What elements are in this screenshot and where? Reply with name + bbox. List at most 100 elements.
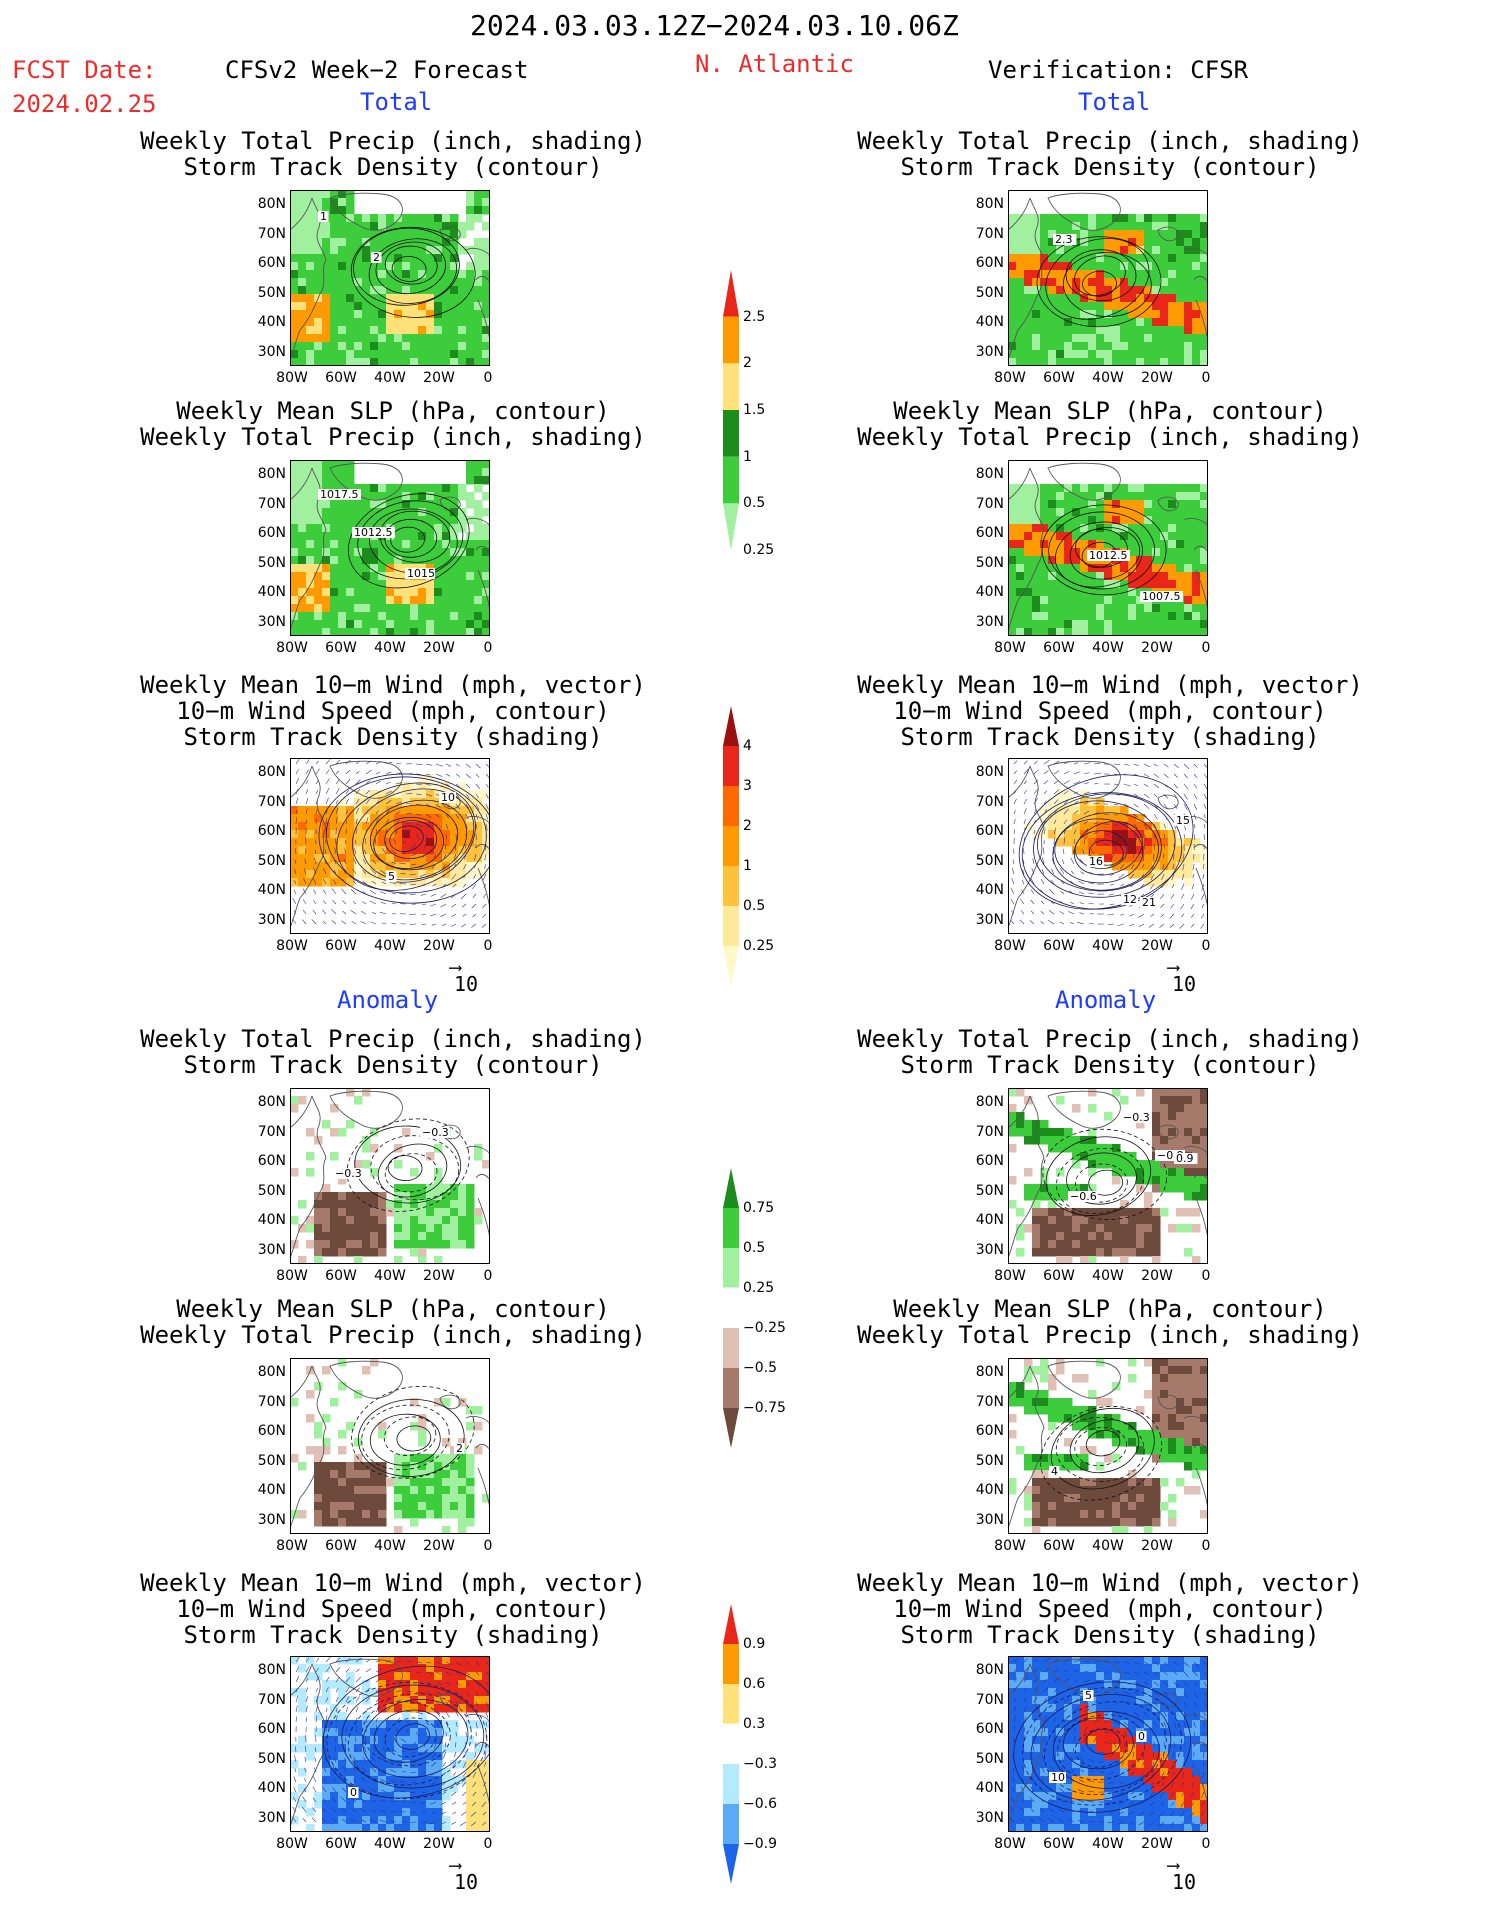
- lat-tick-label: 50N: [257, 284, 286, 301]
- lat-tick-label: 30N: [975, 1511, 1004, 1528]
- panel-title: Weekly Mean SLP (hPa, contour) Weekly Tot…: [810, 1296, 1410, 1348]
- lat-tick-label: 60N: [257, 255, 286, 271]
- panel-title-line: Weekly Mean SLP (hPa, contour): [893, 397, 1327, 425]
- lat-tick-label: 80N: [975, 466, 1004, 482]
- panel-title-line: 10−m Wind Speed (mph, contour): [176, 697, 610, 725]
- colorbar-segment: [723, 906, 739, 946]
- contours: [322, 1665, 490, 1800]
- lat-tick-label: 60N: [257, 823, 286, 839]
- lon-tick-label: 20W: [1141, 1836, 1173, 1852]
- lon-tick-label: 40W: [374, 1836, 406, 1852]
- lat-tick-label: 30N: [975, 613, 1004, 630]
- lat-tick-label: 60N: [975, 525, 1004, 541]
- lat-tick-label: 80N: [257, 1662, 286, 1678]
- panel-title-line: Storm Track Density (shading): [183, 1621, 603, 1649]
- lon-tick-label: 0: [1201, 938, 1211, 954]
- lat-tick-label: 60N: [257, 1721, 286, 1737]
- lon-tick-label: 80W: [994, 938, 1026, 954]
- lon-tick-label: 40W: [1092, 1268, 1124, 1284]
- map-plot: 1012.5 1007.5: [1008, 460, 1208, 636]
- panel-title-line: Weekly Total Precip (inch, shading): [140, 423, 646, 451]
- lat-tick-label: 30N: [975, 911, 1004, 928]
- colorbar-label: −0.9: [743, 1836, 777, 1852]
- wind-vectors: [1010, 759, 1208, 929]
- lon-tick-label: 80W: [276, 1268, 308, 1284]
- lat-tick-label: 70N: [975, 495, 1004, 512]
- contour-label: 0: [350, 1786, 357, 1799]
- lat-tick-label: 80N: [975, 1364, 1004, 1380]
- panel-title-line: Storm Track Density (contour): [900, 153, 1320, 181]
- shading-field: [290, 1358, 490, 1534]
- lon-tick-label: 0: [1201, 1836, 1211, 1852]
- contour-label: 4: [1051, 1465, 1058, 1478]
- panel-title: Weekly Mean 10−m Wind (mph, vector) 10−m …: [93, 672, 693, 750]
- lat-tick-label: 80N: [975, 1662, 1004, 1678]
- contour-label: 21: [1142, 896, 1156, 909]
- colorbar-segment: [723, 456, 739, 504]
- contour-label: 1012.5: [1089, 549, 1128, 562]
- lat-tick-label: 40N: [975, 584, 1004, 600]
- contour-label: 2.3: [1055, 233, 1073, 246]
- lat-tick-label: 70N: [257, 1691, 286, 1708]
- map-plot: 5 0 10: [1008, 1656, 1208, 1832]
- panel-title-line: 10−m Wind Speed (mph, contour): [176, 1595, 610, 1623]
- lat-tick-label: 80N: [257, 764, 286, 780]
- colorbar-label: −0.25: [743, 1320, 786, 1336]
- colorbar-label: 0.5: [743, 898, 766, 914]
- contour-label: 1: [320, 210, 327, 223]
- map-plot: −0.9−0.6−0.30.9: [1008, 1088, 1208, 1264]
- colorbar-label: 2: [743, 355, 752, 372]
- map-plot: 12 15 16 21: [1008, 758, 1208, 934]
- contour-label: 1012.5: [354, 526, 393, 539]
- contours: [347, 493, 470, 589]
- wind-vectors: [1009, 1657, 1208, 1827]
- lat-tick-label: 60N: [975, 823, 1004, 839]
- colorbar-label: 0.3: [743, 1716, 766, 1732]
- coastlines: [290, 1090, 490, 1259]
- colorbar-segment: [722, 1287, 740, 1329]
- vector-reference-value: 10: [454, 1870, 479, 1894]
- map-plot: 2.3: [1008, 190, 1208, 366]
- lon-tick-label: 0: [1201, 370, 1211, 386]
- lon-tick-label: 80W: [276, 1538, 308, 1554]
- vector-reference: ⟶ 10: [450, 1857, 479, 1894]
- lat-tick-label: 70N: [257, 1123, 286, 1140]
- colorbar-precip_anom: [722, 1168, 740, 1448]
- colorbar-label: −0.6: [743, 1796, 777, 1812]
- colorbar-segment: [723, 1804, 739, 1844]
- colorbar-label: −0.5: [743, 1360, 777, 1376]
- colorbar-label: 0.5: [743, 495, 766, 512]
- panel-title: Weekly Mean SLP (hPa, contour) Weekly Tot…: [93, 398, 693, 450]
- lon-tick-label: 60W: [325, 370, 357, 386]
- vector-arrow-icon: ⟶: [1168, 957, 1179, 978]
- section-anomaly-right: Anomaly: [1055, 986, 1157, 1014]
- panel-title-line: Weekly Total Precip (inch, shading): [857, 127, 1363, 155]
- vector-reference: ⟶ 10: [1168, 1857, 1196, 1893]
- colorbar-label: 3: [743, 778, 752, 794]
- lat-tick-label: 40N: [257, 1212, 286, 1228]
- lat-tick-label: 70N: [975, 225, 1004, 242]
- lat-tick-label: 50N: [975, 1750, 1004, 1767]
- contours: [1041, 504, 1167, 596]
- lon-tick-label: 80W: [276, 938, 308, 954]
- verification-title: Verification: CFSR: [988, 56, 1249, 84]
- coastlines: [290, 1360, 490, 1529]
- colorbar-label: 0.75: [743, 1200, 775, 1216]
- lon-tick-label: 40W: [374, 1538, 406, 1554]
- colorbar-segment: [723, 1764, 739, 1804]
- lon-tick-label: 60W: [1043, 938, 1075, 954]
- panel-title-line: Weekly Mean SLP (hPa, contour): [176, 1295, 610, 1323]
- coastlines: [1008, 1658, 1208, 1827]
- lon-tick-label: 40W: [374, 1268, 406, 1284]
- panel-title: Weekly Mean 10−m Wind (mph, vector) 10−m …: [93, 1570, 693, 1648]
- lat-tick-label: 80N: [257, 196, 286, 212]
- lon-tick-label: 80W: [994, 1268, 1026, 1284]
- section-anomaly-left: Anomaly: [337, 986, 439, 1014]
- coastlines: [1008, 1090, 1208, 1259]
- lat-tick-label: 40N: [257, 584, 286, 600]
- lat-tick-label: 50N: [975, 1182, 1004, 1199]
- colorbar-segment: [723, 706, 739, 746]
- colorbar-segment: [723, 1168, 739, 1208]
- lon-tick-label: 40W: [1092, 1538, 1124, 1554]
- panel-title-line: Weekly Mean 10−m Wind (mph, vector): [857, 671, 1363, 699]
